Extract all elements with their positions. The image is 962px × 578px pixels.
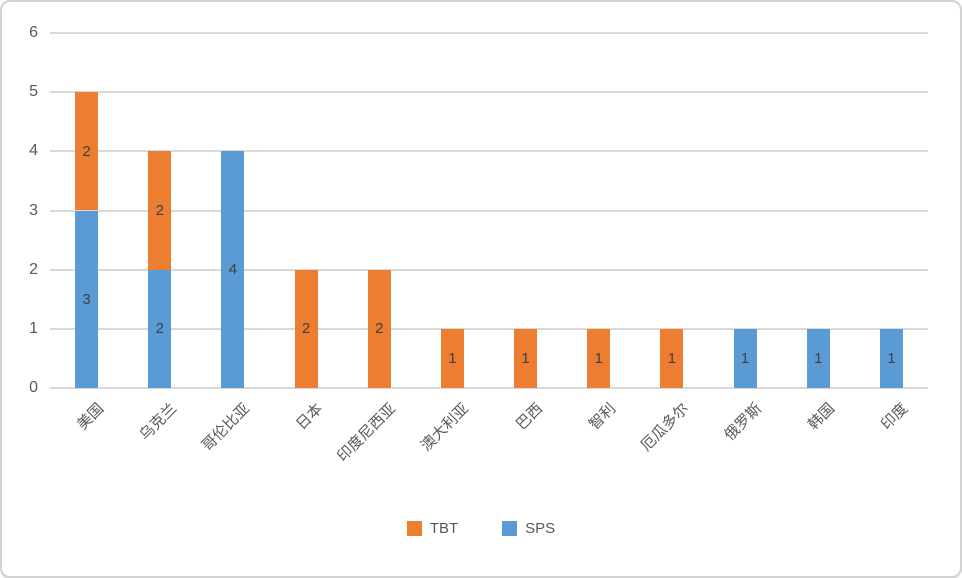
bar-segment-tbt-4: 2 <box>367 269 391 388</box>
tbt-legend-swatch <box>406 521 422 536</box>
gridline-y0 <box>50 387 928 389</box>
bar-segment-tbt-0: 2 <box>75 92 99 211</box>
gridline-y4 <box>50 150 928 153</box>
data-label: 2 <box>82 142 91 160</box>
data-label: 4 <box>228 261 238 279</box>
data-label: 2 <box>375 320 384 338</box>
category-label-1: 乌克兰 <box>136 400 180 444</box>
category-label-6: 巴西 <box>512 400 546 434</box>
bar-segment-tbt-1: 2 <box>148 151 172 270</box>
category-label-8: 厄瓜多尔 <box>637 400 693 455</box>
data-label: 1 <box>448 349 457 367</box>
bar-segment-sps-9: 1 <box>733 328 757 388</box>
y-axis-tick-label: 0 <box>29 379 38 396</box>
bar-segment-tbt-7: 1 <box>587 328 611 388</box>
data-label: 1 <box>594 349 603 367</box>
data-label: 1 <box>740 349 750 367</box>
bar-segment-tbt-3: 2 <box>294 269 318 388</box>
y-axis-tick-label: 1 <box>29 319 38 337</box>
sps-legend-swatch <box>502 521 518 536</box>
tbt-legend-label: TBT <box>429 520 459 537</box>
category-label-7: 智利 <box>585 400 619 434</box>
data-label: 1 <box>814 349 823 367</box>
legend-item-tbt: TBT <box>406 520 459 537</box>
data-label: 2 <box>155 201 164 219</box>
data-label: 1 <box>667 349 677 367</box>
legend: TBT SPS <box>2 520 960 537</box>
category-label-11: 印度 <box>878 400 912 434</box>
category-label-9: 俄罗斯 <box>721 400 766 444</box>
y-axis-tick-label: 4 <box>29 142 38 160</box>
legend-item-sps: SPS <box>502 520 555 537</box>
gridline-y2 <box>50 268 928 271</box>
bar-segment-sps-0: 3 <box>75 210 99 388</box>
gridline-y1 <box>50 327 928 330</box>
y-axis-tick-label: 3 <box>29 201 38 219</box>
bar-segment-sps-10: 1 <box>806 328 830 388</box>
bar-segment-tbt-6: 1 <box>514 328 538 388</box>
category-label-5: 澳大利亚 <box>418 400 473 455</box>
data-label: 2 <box>301 320 311 338</box>
gridline-y5 <box>50 91 928 94</box>
y-axis-tick-label: 2 <box>29 260 38 278</box>
bar-segment-sps-1: 2 <box>148 269 172 388</box>
gridline-y6 <box>50 32 928 34</box>
data-label: 3 <box>82 290 91 308</box>
data-label: 1 <box>887 349 896 367</box>
y-axis-tick-label: 5 <box>29 83 38 101</box>
bar-segment-sps-2: 4 <box>221 151 245 388</box>
data-label: 1 <box>521 349 530 367</box>
sps-legend-label: SPS <box>525 520 556 537</box>
category-label-0: 美国 <box>73 400 107 434</box>
data-label: 2 <box>155 320 164 338</box>
bar-segment-tbt-5: 1 <box>440 328 464 388</box>
bar-segment-sps-11: 1 <box>879 328 903 388</box>
category-label-3: 日本 <box>292 400 327 434</box>
gridline-y3 <box>50 209 928 212</box>
category-label-2: 哥伦比亚 <box>198 400 254 455</box>
category-label-4: 印度尼西亚 <box>334 400 400 466</box>
y-axis-tick-label: 6 <box>29 24 38 41</box>
category-label-10: 韩国 <box>805 400 839 434</box>
bar-segment-tbt-8: 1 <box>660 328 684 388</box>
